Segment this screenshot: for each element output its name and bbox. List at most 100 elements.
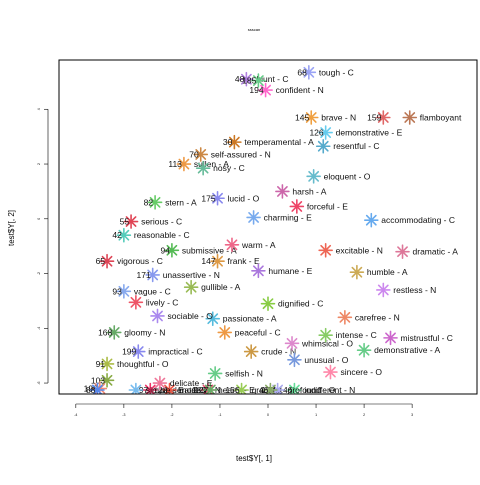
point-glyph-core (290, 342, 293, 345)
point-trait-label: dignified - C (278, 299, 323, 309)
point-trait-label: restless - N (393, 285, 436, 295)
point-trait-label: charming - E (264, 212, 313, 222)
point-trait-label: thoughtful - O (117, 359, 169, 369)
point-glyph-core (401, 250, 404, 253)
point-index-label: 113 (168, 159, 182, 169)
point-glyph-core (324, 131, 327, 134)
point-trait-label: impractical - C (148, 347, 202, 357)
point-glyph-core (233, 141, 236, 144)
x-tick-label: -3 (122, 413, 125, 417)
point-index-label: 171 (137, 270, 151, 280)
point-glyph-core (322, 145, 325, 148)
data-point: passionate - A (206, 312, 277, 325)
point-trait-label: temperamental - A (244, 137, 314, 147)
point-index-label: 30 (223, 137, 233, 147)
point-trait-label: gullible - A (201, 282, 241, 292)
y-tick-label: -2 (37, 272, 41, 275)
point-trait-label: forceful - E (307, 201, 348, 211)
point-trait-label: crude - N (261, 347, 296, 357)
data-point: 199 impractical - C (122, 345, 203, 358)
point-trait-label: humble - A (367, 267, 408, 277)
point-glyph-core (122, 290, 125, 293)
point-glyph-core (113, 331, 116, 334)
point-index-label: 199 (122, 347, 136, 357)
y-tick-label: 2 (37, 163, 41, 165)
point-glyph-core (382, 116, 385, 119)
point-trait-label: mistrustful - C (401, 333, 453, 343)
data-point: whimsical - O (286, 337, 354, 350)
point-index-label: 65 (96, 256, 106, 266)
point-glyph-core (137, 350, 140, 353)
data-point: 93 vague - C (112, 285, 170, 298)
point-glyph-core (329, 370, 332, 373)
point-index-label: 93 (112, 286, 122, 296)
point-trait-label: flamboyant (420, 112, 462, 122)
point-trait-label: unusual - O (304, 355, 348, 365)
point-glyph-core (151, 273, 154, 276)
point-trait-label: delicate - E (170, 378, 213, 388)
point-glyph-core (281, 190, 284, 193)
point-glyph-core (216, 197, 219, 200)
point-index-label: 55 (120, 217, 130, 227)
point-index-label: 91 (96, 359, 106, 369)
point-glyph-core (202, 167, 205, 170)
point-trait-label: peaceful - C (235, 327, 281, 337)
point-glyph-core (209, 388, 212, 391)
point-glyph-core (295, 205, 298, 208)
point-index-label: 42 (112, 230, 122, 240)
point-index-label: 145 (295, 112, 309, 122)
data-point: nosy - C (197, 162, 245, 175)
point-index-label: 126 (309, 128, 323, 138)
data-point: 42 reasonable - C (112, 229, 189, 242)
x-tick-label: 0 (267, 413, 269, 417)
point-index-label: 70 (189, 149, 199, 159)
point-glyph-core (257, 269, 260, 272)
point-glyph-core (170, 249, 173, 252)
point-glyph-core (370, 219, 373, 222)
point-glyph-core (293, 358, 296, 361)
x-tick-label: -1 (218, 413, 221, 417)
point-glyph-core (216, 260, 219, 263)
point-glyph-core (269, 388, 272, 391)
point-trait-label: sociable - O (167, 311, 213, 321)
point-trait-label: warm - A (241, 240, 276, 250)
point-index-label: 68 (297, 67, 307, 77)
point-glyph-core (96, 388, 99, 391)
point-glyph-core (324, 249, 327, 252)
point-trait-label: resentful - C (333, 141, 379, 151)
x-tick-label: -2 (170, 413, 173, 417)
point-trait-label: demonstrative - E (336, 128, 403, 138)
point-glyph-core (105, 260, 108, 263)
point-glyph-core (122, 234, 125, 237)
point-glyph-core (240, 388, 243, 391)
point-trait-label: frank - E (228, 256, 260, 266)
x-tick-label: 3 (411, 413, 413, 417)
point-glyph-core (257, 79, 260, 82)
point-trait-label: selfish - N (225, 368, 263, 378)
x-tick-label: 1 (315, 413, 317, 417)
point-glyph-core (134, 388, 137, 391)
point-trait-label: self-assured - N (211, 149, 271, 159)
point-glyph-core (252, 216, 255, 219)
data-point: 94 submissive - A (160, 244, 237, 257)
point-trait-label: nosy - C (213, 163, 245, 173)
point-glyph-core (105, 379, 108, 382)
point-index-label: 94 (160, 245, 170, 255)
point-trait-label: vague - C (134, 286, 171, 296)
point-trait-label: submissive - A (182, 245, 237, 255)
point-trait-label: reasonable - C (134, 230, 190, 240)
point-trait-label: dramatic - A (413, 247, 459, 257)
point-glyph-core (230, 243, 233, 246)
point-index-label: 82 (144, 197, 154, 207)
point-trait-label: lively - C (146, 297, 179, 307)
point-index-label: 168 (98, 327, 112, 337)
point-trait-label: stern - A (165, 197, 197, 207)
data-point: 82 stern - A (144, 196, 197, 209)
